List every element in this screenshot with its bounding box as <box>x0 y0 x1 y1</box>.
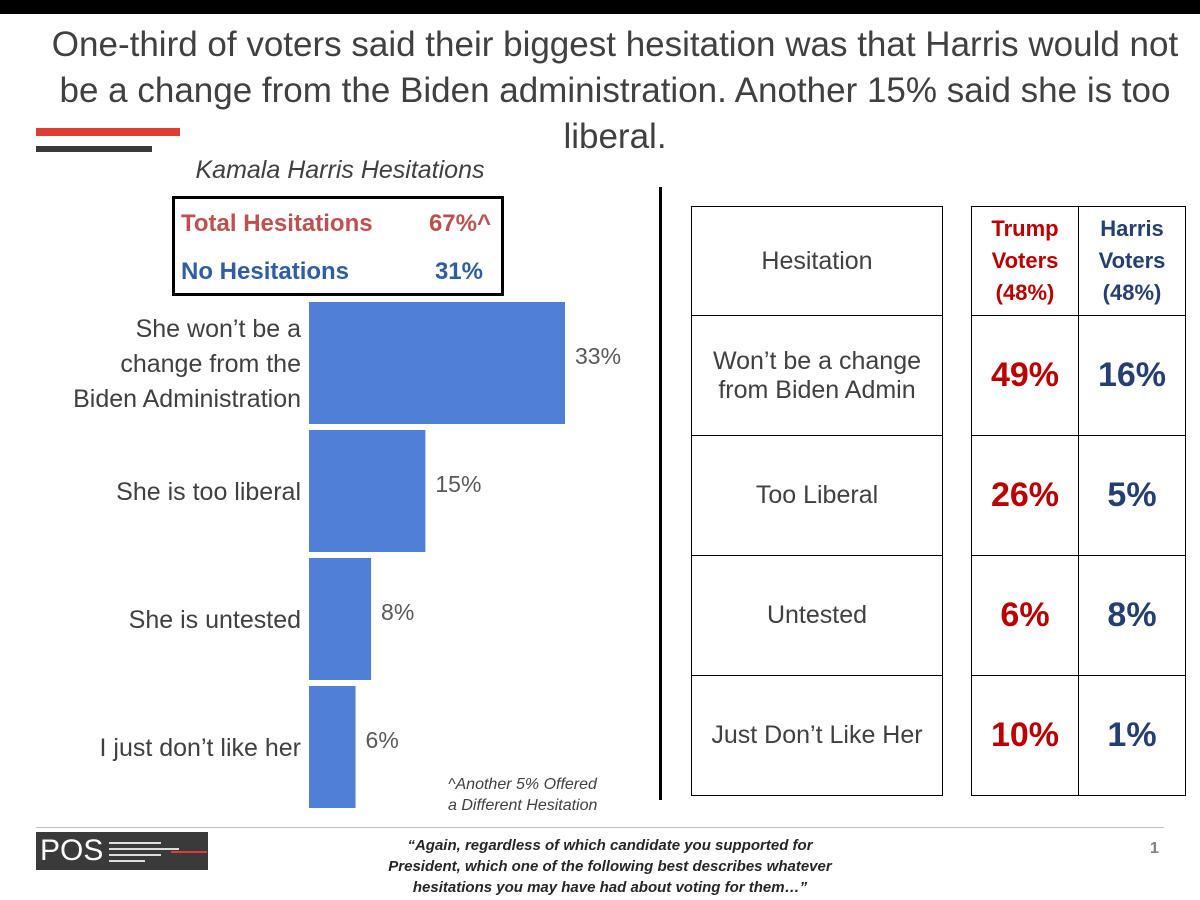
hesitation-header: Hesitation <box>691 206 943 316</box>
bar-2 <box>309 430 426 552</box>
bar-4 <box>309 686 356 808</box>
headline: One-third of voters said their biggest h… <box>51 25 1179 156</box>
row-label-4: Just Don’t Like Her <box>691 675 943 796</box>
logo-text: POS <box>40 834 104 867</box>
bar-value-1: 33% <box>575 343 621 369</box>
trump-voters-header: Trump Voters (48%) <box>971 206 1079 316</box>
hesitation-table: Hesitation Won’t be a change from Biden A… <box>691 206 943 796</box>
total-hesitations-label: Total Hesitations <box>181 210 373 237</box>
trump-value-1: 49% <box>971 315 1079 436</box>
vertical-divider <box>659 187 662 800</box>
row-label-1-line-1: Won’t be a change <box>712 346 922 375</box>
row-label-1-line-2: from Biden Admin <box>718 375 916 404</box>
harris-value-1: 16% <box>1078 315 1186 436</box>
question-line-1: “Again, regardless of which candidate yo… <box>407 837 813 854</box>
bar-1 <box>309 302 565 424</box>
harris-voters-header: Harris Voters (48%) <box>1078 206 1186 316</box>
bar-value-3: 8% <box>381 599 414 625</box>
harris-value-2: 5% <box>1078 435 1186 556</box>
footer-divider <box>36 827 1164 828</box>
bar-label-2: She is too liberal <box>116 478 301 506</box>
question-line-2: President, which one of the following be… <box>388 858 832 875</box>
trump-value-2: 26% <box>971 435 1079 556</box>
question-line-3: hesitations you may have had about votin… <box>412 879 808 896</box>
page-number: 1 <box>1150 840 1159 857</box>
footnote: ^Another 5% Offered a Different Hesitati… <box>448 774 597 816</box>
trump-header-line-1: Trump <box>991 216 1059 241</box>
no-hesitations-value: 31% <box>434 258 483 285</box>
chart-title: Kamala Harris Hesitations <box>195 156 485 184</box>
row-label-3: Untested <box>691 555 943 676</box>
pos-logo: POS <box>36 832 208 870</box>
footnote-line-2: a Different Hesitation <box>448 797 598 814</box>
bar-value-2: 15% <box>435 471 481 497</box>
trump-header-line-3: (48%) <box>995 280 1055 305</box>
row-label-2: Too Liberal <box>691 435 943 556</box>
trump-value-4: 10% <box>971 675 1079 796</box>
harris-header-line-1: Harris <box>1100 216 1164 241</box>
bar-label-4: I just don’t like her <box>100 734 302 762</box>
total-hesitations-value: 67%^ <box>428 210 491 237</box>
harris-header-line-3: (48%) <box>1102 280 1162 305</box>
footnote-line-1: ^Another 5% Offered <box>448 776 597 793</box>
summary-box: Total Hesitations 67%^ No Hesitations 31… <box>172 196 504 296</box>
harris-value-4: 1% <box>1078 675 1186 796</box>
voter-breakdown-table: Trump Voters (48%) Harris Voters (48%) 4… <box>971 206 1186 796</box>
bar-label-1: She won’t be a change from the Biden Admin… <box>73 315 301 413</box>
decorative-red-line <box>36 128 180 136</box>
trump-header-line-2: Voters <box>991 248 1059 273</box>
no-hesitations-label: No Hesitations <box>181 258 350 285</box>
trump-value-3: 6% <box>971 555 1079 676</box>
hesitations-bar-chart: 33% She won’t be a change from the Biden Ad… <box>73 302 621 808</box>
bar-value-4: 6% <box>366 727 399 753</box>
harris-value-3: 8% <box>1078 555 1186 676</box>
harris-header-line-2: Voters <box>1098 248 1166 273</box>
bar-label-3: She is untested <box>129 606 301 634</box>
top-bar <box>0 0 1200 14</box>
decorative-dark-line <box>36 146 152 152</box>
row-label-1: Won’t be a change from Biden Admin <box>691 315 943 436</box>
survey-question: “Again, regardless of which candidate yo… <box>380 835 840 898</box>
logo-lines <box>109 836 208 866</box>
bar-3 <box>309 558 372 680</box>
